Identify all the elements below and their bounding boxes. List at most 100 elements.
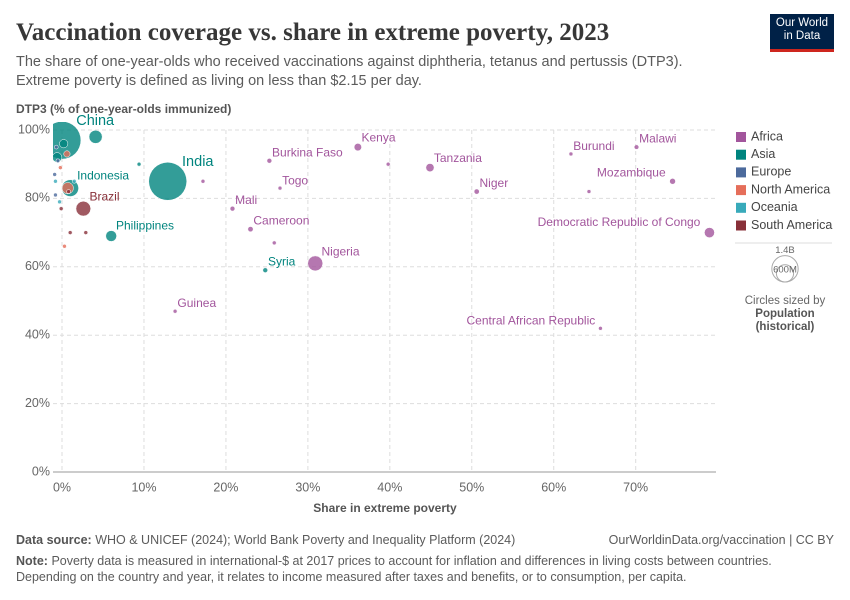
bubble [53, 172, 57, 177]
bubble [54, 144, 59, 150]
source: WHO & UNICEF (2024); World Bank Poverty … [95, 533, 516, 547]
bubble [53, 192, 58, 198]
point-label: China [76, 113, 115, 129]
note-text: Depending on the country and year, it re… [16, 570, 687, 584]
plot-area [53, 122, 715, 331]
point-label: Indonesia [77, 168, 129, 182]
bubble [148, 162, 187, 201]
bubble [586, 189, 592, 194]
bubble [229, 206, 236, 212]
bubble [66, 189, 71, 194]
point-label: Mozambique [597, 165, 666, 179]
subtitle: Extreme poverty is defined as living on … [16, 73, 422, 89]
bubble [247, 226, 254, 233]
url[interactable]: OurWorldinData.org/vaccination | CC BY [608, 533, 834, 547]
note-text: Poverty data is measured in internationa… [51, 554, 772, 568]
size-legend-title: Circles sized by [745, 295, 826, 307]
point-label: Togo [282, 173, 308, 187]
bubble [353, 143, 362, 152]
logo[interactable]: Our World in Data [770, 14, 834, 52]
bubble [385, 161, 391, 167]
chart-title: Vaccination coverage vs. share in extrem… [16, 19, 609, 46]
point-label: Kenya [361, 131, 395, 145]
y-tick-label: 40% [25, 327, 50, 341]
bubble [200, 179, 206, 184]
bubble [63, 150, 71, 158]
note-label: Note: [16, 554, 48, 568]
bubble [105, 230, 117, 242]
y-tick-label: 20% [25, 396, 50, 410]
legend-swatch [736, 202, 746, 213]
bubble [53, 179, 58, 184]
bubble [53, 122, 82, 160]
point-label: Brazil [89, 190, 119, 204]
point-label: Burundi [573, 139, 614, 153]
bubble [266, 158, 273, 164]
bubble [58, 206, 64, 211]
legend-label: Asia [751, 147, 775, 161]
y-tick-label: 0% [32, 464, 50, 478]
bubble [568, 151, 574, 157]
point-label: Philippines [116, 218, 174, 232]
x-tick-label: 70% [623, 480, 648, 494]
bubble [67, 230, 73, 235]
legend-label: Oceania [751, 200, 798, 214]
legend-swatch [736, 167, 746, 178]
bubble [136, 161, 142, 167]
bubble [704, 227, 715, 238]
bubble [473, 188, 480, 195]
x-tick-label: 60% [541, 480, 566, 494]
point-label: Syria [268, 255, 296, 269]
point-label: Mali [235, 193, 257, 207]
legend-swatch [736, 132, 746, 142]
bubble [83, 230, 89, 235]
bubble [669, 178, 676, 185]
bubble [277, 185, 283, 191]
x-tick-label: 30% [295, 480, 320, 494]
y-tick-label: 80% [25, 191, 50, 205]
x-tick-label: 0% [53, 480, 71, 494]
x-axis-title: Share in extreme poverty [313, 501, 457, 515]
legend-swatch [736, 149, 746, 160]
bubble [172, 309, 178, 314]
legend-swatch [736, 220, 746, 231]
source-line: Data source: WHO & UNICEF (2024); World … [16, 532, 834, 548]
size-legend-label: 600M [773, 264, 797, 275]
bubble [262, 267, 268, 273]
legend-label: South America [751, 218, 832, 232]
point-label: Niger [480, 176, 509, 190]
bubble [425, 163, 435, 172]
note: Note: Poverty data is measured in intern… [16, 553, 834, 585]
point-label: Nigeria [322, 244, 360, 258]
bubble [72, 179, 77, 184]
legend-swatch [736, 185, 746, 196]
bubble [59, 139, 69, 149]
point-label: Tanzania [434, 151, 482, 165]
y-tick-label: 100% [18, 122, 50, 136]
x-tick-label: 40% [377, 480, 402, 494]
point-label: Guinea [177, 296, 216, 310]
bubble [272, 240, 277, 246]
point-label: Central African Republic [467, 314, 596, 328]
bubble [307, 255, 324, 272]
bubble [62, 244, 67, 249]
point-label: Democratic Republic of Congo [538, 215, 701, 229]
point-labels: India China Indonesia Nigeria Brazil Philippi… [76, 113, 700, 328]
bubble [598, 326, 603, 331]
logo-line: Our World [775, 17, 829, 29]
legend-label: Europe [751, 165, 791, 179]
bubble [75, 201, 91, 217]
legend-label: Africa [751, 129, 783, 143]
bubble [633, 144, 640, 150]
x-tick-label: 20% [213, 480, 238, 494]
x-tick-label: 10% [131, 480, 156, 494]
y-tick-label: 60% [25, 259, 50, 273]
bubble [58, 165, 63, 170]
size-legend-variable: (historical) [756, 321, 815, 333]
source-label: Data source: [16, 533, 92, 547]
size-legend-label: 1.4B [775, 245, 795, 256]
point-label: Malawi [639, 132, 676, 146]
point-label: India [182, 154, 214, 170]
